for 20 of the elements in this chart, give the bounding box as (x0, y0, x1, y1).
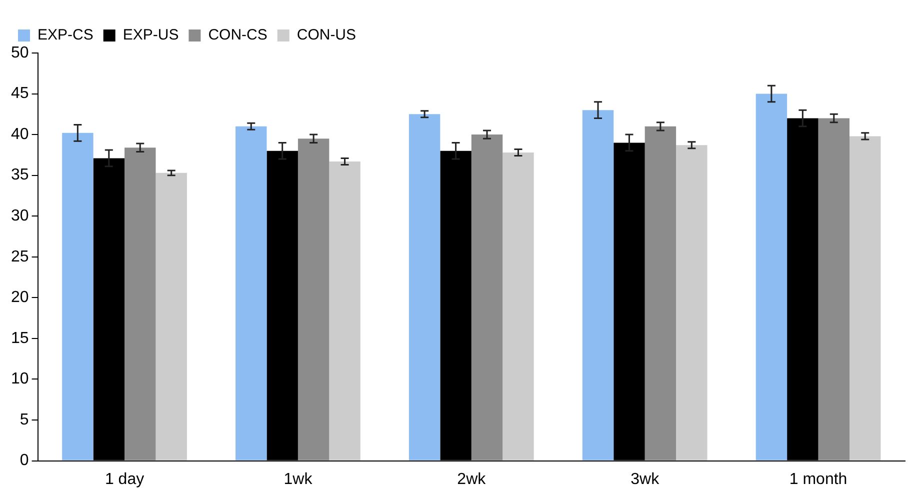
legend-label: CON-US (296, 26, 356, 44)
x-tick-label: 2wk (457, 470, 487, 488)
legend-label: EXP-CS (38, 26, 94, 44)
y-tick-label: 15 (11, 330, 29, 347)
x-tick-label: 1 month (789, 470, 848, 488)
x-tick-label: 1 day (104, 470, 144, 488)
y-tick-label: 40 (11, 126, 29, 143)
legend-label: EXP-US (122, 26, 179, 44)
y-tick-label: 45 (11, 85, 29, 102)
legend-label: CON-CS (208, 26, 268, 44)
y-tick-label: 35 (11, 166, 29, 184)
y-tick-label: 20 (11, 289, 29, 306)
x-tick-label: 1wk (284, 470, 314, 488)
y-tick-label: 50 (11, 44, 29, 62)
y-tick-label: 10 (11, 370, 29, 388)
y-tick-label: 0 (20, 452, 29, 470)
y-tick-label: 30 (11, 208, 29, 225)
x-tick-label: 3wk (630, 470, 660, 488)
y-tick-label: 25 (11, 248, 29, 266)
y-tick-label: 5 (20, 411, 29, 428)
